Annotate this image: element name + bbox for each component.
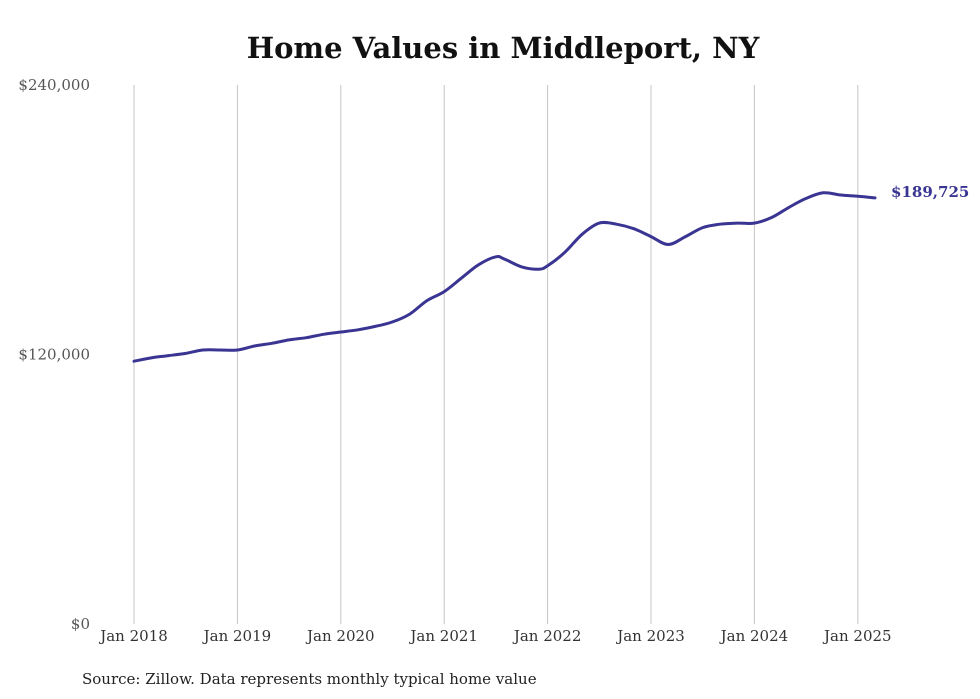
series-line [132, 191, 877, 363]
y-axis-ticks: $0 $120,000 $240,000 [18, 76, 90, 633]
x-tick-label: Jan 2022 [512, 627, 582, 645]
x-tick-label: Jan 2024 [719, 627, 789, 645]
end-value-label: $189,725 [891, 183, 969, 201]
x-tick-label: Jan 2019 [202, 627, 272, 645]
source-note: Source: Zillow. Data represents monthly … [82, 670, 537, 688]
series-layer: $189,725 [132, 183, 969, 363]
x-tick-label: Jan 2023 [615, 627, 685, 645]
x-tick-label: Jan 2020 [305, 627, 375, 645]
y-tick-label: $240,000 [18, 76, 90, 94]
grid-lines [133, 85, 859, 624]
chart-title: Home Values in Middleport, NY [247, 31, 760, 65]
x-tick-label: Jan 2025 [822, 627, 892, 645]
y-tick-label: $120,000 [18, 346, 90, 364]
x-axis-ticks: Jan 2018 Jan 2019 Jan 2020 Jan 2021 Jan 2022… [98, 627, 891, 645]
x-tick-label: Jan 2021 [408, 627, 478, 645]
y-tick-label: $0 [71, 615, 90, 633]
x-tick-label: Jan 2018 [98, 627, 168, 645]
